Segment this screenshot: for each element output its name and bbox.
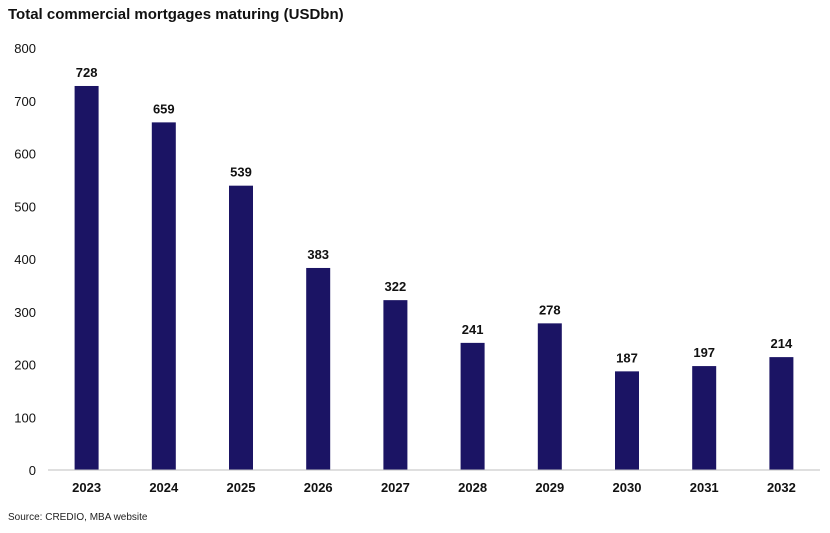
- data-label-2023: 728: [76, 65, 98, 80]
- x-axis-ticks: 2023 2024 2025 2026 2027 2028 2029 2030 2031 2032: [72, 480, 796, 495]
- y-tick-label: 400: [14, 252, 36, 267]
- source-note: Source: CREDIO, MBA website: [8, 512, 148, 523]
- data-label-2027: 322: [385, 279, 407, 294]
- bar-2027: [383, 300, 408, 470]
- bar-2032: [769, 357, 794, 470]
- bar-2026: [306, 267, 331, 470]
- y-tick-label: 800: [14, 41, 36, 56]
- y-tick-label: 500: [14, 199, 36, 214]
- bar-2030: [615, 371, 639, 470]
- bar-2025: [229, 185, 253, 471]
- data-label-2024: 659: [153, 101, 175, 116]
- bar-2031: [692, 366, 717, 470]
- bars: [74, 85, 794, 471]
- data-label-2028: 241: [462, 322, 484, 337]
- bar-2023: [74, 85, 99, 470]
- x-tick-label-2029: 2029: [535, 480, 564, 495]
- y-tick-label: 700: [14, 94, 36, 109]
- x-tick-label-2023: 2023: [72, 480, 101, 495]
- data-label-2030: 187: [616, 350, 638, 365]
- x-tick-label-2024: 2024: [149, 480, 179, 495]
- y-axis-ticks: 0 100 200 300 400 500 600 700 800: [14, 41, 36, 478]
- y-tick-label: 0: [29, 463, 36, 478]
- bar-2029: [537, 323, 562, 470]
- x-tick-label-2030: 2030: [613, 480, 642, 495]
- y-tick-label: 200: [14, 358, 36, 373]
- y-tick-label: 300: [14, 305, 36, 320]
- y-tick-label: 100: [14, 410, 36, 425]
- x-tick-label-2031: 2031: [690, 480, 719, 495]
- bar-2024: [151, 122, 176, 470]
- bar-2028: [460, 342, 485, 470]
- x-tick-label-2028: 2028: [458, 480, 487, 495]
- x-tick-label-2027: 2027: [381, 480, 410, 495]
- data-label-2026: 383: [307, 247, 329, 262]
- x-tick-label-2026: 2026: [304, 480, 333, 495]
- chart-title: Total commercial mortgages maturing (USD…: [8, 6, 344, 23]
- data-labels: 728 659 539 383 322 241 278 187 197 214: [76, 65, 793, 365]
- data-label-2031: 197: [693, 345, 715, 360]
- x-tick-label-2025: 2025: [227, 480, 256, 495]
- data-label-2032: 214: [771, 336, 793, 351]
- data-label-2029: 278: [539, 302, 561, 317]
- data-label-2025: 539: [230, 165, 252, 180]
- x-tick-label-2032: 2032: [767, 480, 796, 495]
- y-tick-label: 600: [14, 147, 36, 162]
